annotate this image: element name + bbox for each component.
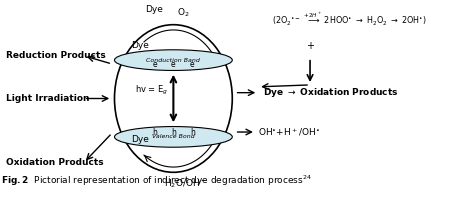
Text: e: e: [171, 60, 176, 70]
Text: O$_2$: O$_2$: [176, 7, 189, 19]
Text: Dye: Dye: [131, 135, 149, 144]
Text: h: h: [190, 127, 195, 137]
Text: h: h: [171, 127, 176, 137]
Text: OH$^•$+H$^+$/OH$^•$: OH$^•$+H$^+$/OH$^•$: [258, 126, 320, 138]
Text: Dye: Dye: [131, 41, 149, 50]
Text: e: e: [190, 60, 194, 70]
Ellipse shape: [115, 50, 232, 71]
Text: Light Irradiation: Light Irradiation: [6, 94, 90, 103]
Text: (2O$_2$$^{•-}$ $\overset{+2H^+}{\longrightarrow}$ 2HOO$^•$ $\rightarrow$ H$_2$O$: (2O$_2$$^{•-}$ $\overset{+2H^+}{\longrig…: [273, 10, 427, 28]
Text: Valence Bond: Valence Bond: [152, 134, 195, 139]
Ellipse shape: [115, 126, 232, 147]
Text: $\bf{Fig. 2}$  Pictorial representation of indirect dye degradation process$^{24: $\bf{Fig. 2}$ Pictorial representation o…: [1, 173, 312, 188]
Text: +: +: [306, 41, 314, 51]
Text: e: e: [152, 60, 157, 70]
Text: Conduction Band: Conduction Band: [146, 58, 201, 63]
Text: Reduction Products: Reduction Products: [6, 51, 106, 60]
Text: Dye: Dye: [146, 5, 164, 14]
Text: h: h: [152, 127, 157, 137]
Text: hv = E$_g$: hv = E$_g$: [136, 84, 169, 97]
Text: H$_2$O/OH$^-$: H$_2$O/OH$^-$: [164, 178, 207, 190]
Text: Dye $\rightarrow$ Oxidation Products: Dye $\rightarrow$ Oxidation Products: [263, 86, 399, 99]
Text: Oxidation Products: Oxidation Products: [6, 158, 104, 167]
